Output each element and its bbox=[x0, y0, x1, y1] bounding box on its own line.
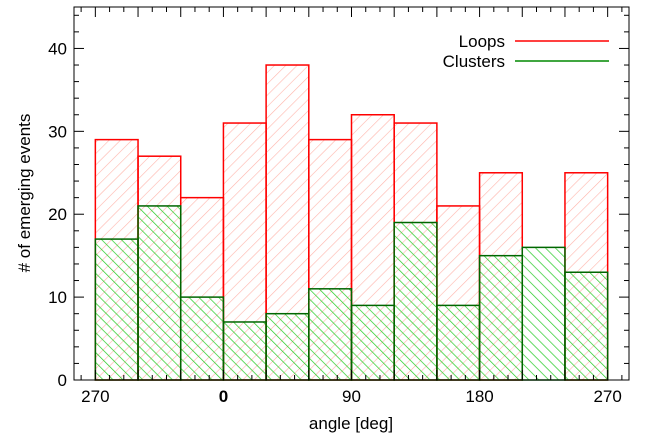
clusters-bar bbox=[478, 254, 524, 381]
clusters-bar bbox=[137, 205, 182, 381]
y-tick-label: 0 bbox=[58, 371, 67, 390]
legend-label-loops: Loops bbox=[459, 32, 505, 51]
x-axis-label: angle [deg] bbox=[309, 414, 393, 433]
x-tick-label: 90 bbox=[342, 387, 361, 406]
x-tick-label: 270 bbox=[81, 387, 109, 406]
legend-label-clusters: Clusters bbox=[443, 52, 505, 71]
y-tick-label: 20 bbox=[48, 205, 67, 224]
clusters-bars bbox=[94, 205, 609, 381]
clusters-bar bbox=[179, 296, 225, 381]
clusters-bar bbox=[94, 238, 139, 381]
x-tick-label: 270 bbox=[593, 387, 621, 406]
x-tick-label: 180 bbox=[465, 387, 493, 406]
clusters-bar bbox=[436, 304, 481, 381]
y-tick-label: 40 bbox=[48, 39, 67, 58]
clusters-bar bbox=[308, 288, 353, 381]
y-tick-label: 10 bbox=[48, 288, 67, 307]
axis-ticks bbox=[74, 7, 629, 381]
y-tick-label: 30 bbox=[48, 122, 67, 141]
clusters-bar bbox=[265, 312, 310, 381]
clusters-bar bbox=[350, 304, 395, 381]
y-axis-label: # of emerging events bbox=[15, 114, 34, 273]
tick-labels: 0 10 20 30 40 270 0 90 180 270 bbox=[48, 39, 622, 406]
clusters-bar bbox=[222, 321, 267, 381]
clusters-bar bbox=[393, 221, 438, 381]
clusters-bar bbox=[521, 246, 566, 381]
x-tick-label: 0 bbox=[219, 387, 228, 406]
clusters-bar bbox=[564, 271, 609, 381]
legend: Loops Clusters bbox=[443, 32, 609, 71]
